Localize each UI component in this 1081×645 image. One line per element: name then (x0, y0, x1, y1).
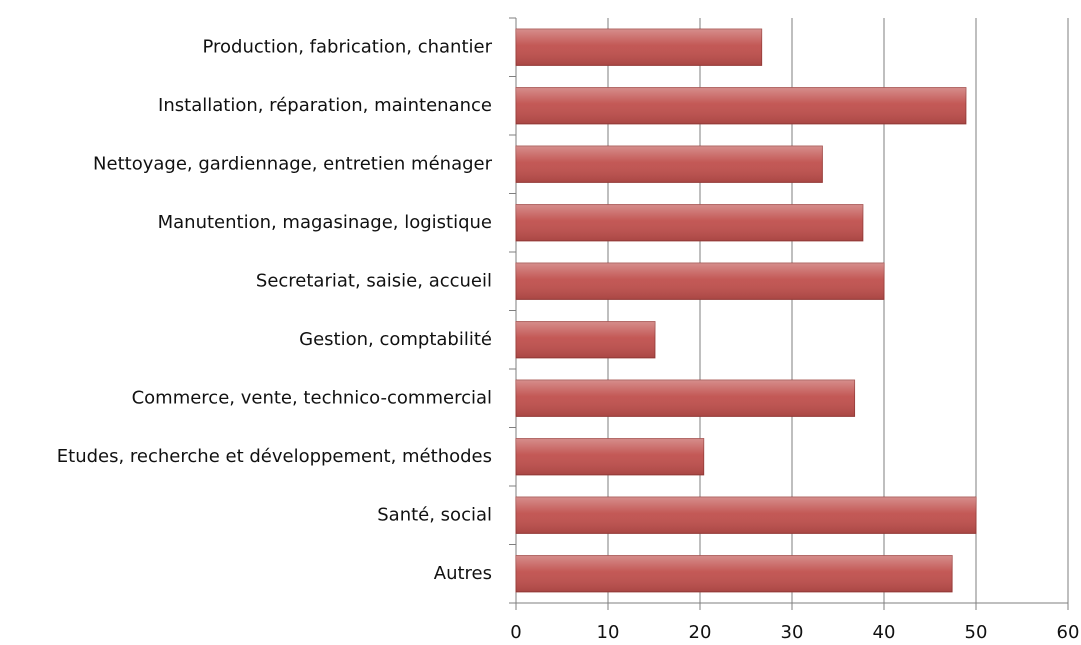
bar-shine (516, 555, 953, 592)
y-tick-label: Commerce, vente, technico-commercial (132, 387, 492, 408)
x-tick-label: 60 (1057, 622, 1080, 643)
bar-shine (516, 146, 823, 183)
x-tick-label: 50 (965, 622, 988, 643)
bar-shine (516, 87, 966, 124)
x-tick-label: 20 (689, 622, 712, 643)
y-tick-label: Secretariat, saisie, accueil (256, 270, 492, 291)
bar-shine (516, 380, 855, 417)
bar-shine (516, 321, 655, 358)
y-tick-label: Gestion, comptabilité (299, 329, 492, 350)
y-tick-label: Santé, social (377, 504, 492, 525)
x-tick-label: 40 (873, 622, 896, 643)
y-tick-label: Installation, réparation, maintenance (158, 95, 492, 116)
bar-shine (516, 29, 762, 66)
x-tick-label: 0 (510, 622, 521, 643)
y-tick-label: Etudes, recherche et développement, méth… (57, 446, 492, 467)
x-tick-label: 30 (781, 622, 804, 643)
y-tick-label: Production, fabrication, chantier (202, 36, 492, 57)
bar-shine (516, 497, 976, 534)
y-tick-label: Nettoyage, gardiennage, entretien ménage… (93, 153, 493, 174)
bar-shine (516, 263, 884, 300)
y-tick-label: Manutention, magasinage, logistique (158, 212, 492, 233)
x-tick-label: 10 (597, 622, 620, 643)
bar-shine (516, 204, 863, 241)
y-tick-label: Autres (434, 563, 492, 584)
bar-shine (516, 438, 704, 475)
